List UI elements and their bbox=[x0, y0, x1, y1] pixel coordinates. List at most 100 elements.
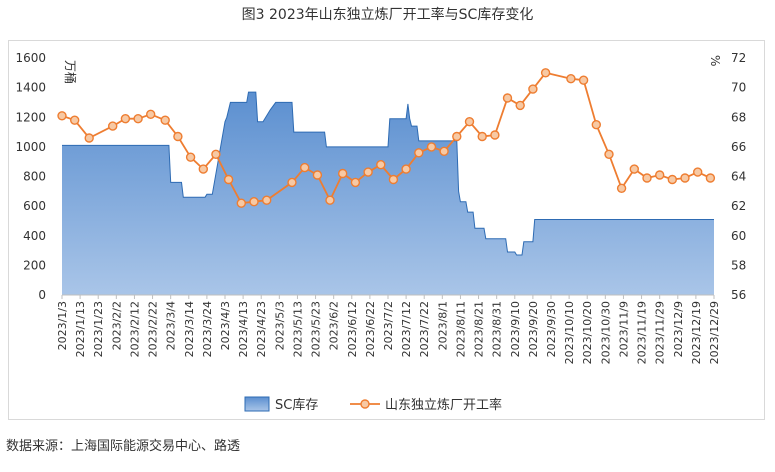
line-point bbox=[300, 162, 310, 173]
x-tick-label: 2023/8/21 bbox=[473, 301, 486, 357]
right-tick-label: 68 bbox=[731, 110, 746, 124]
line-point bbox=[578, 75, 589, 85]
line-point bbox=[680, 173, 690, 183]
x-tick-label: 2023/11/9 bbox=[617, 301, 630, 357]
x-tick-label: 2023/8/11 bbox=[454, 301, 467, 357]
line-point bbox=[145, 109, 156, 120]
x-tick-label: 2023/2/22 bbox=[147, 301, 160, 357]
line-point bbox=[477, 131, 487, 142]
line-point bbox=[591, 119, 601, 130]
x-tick-label: 2023/12/29 bbox=[708, 301, 721, 364]
x-tick-label: 2023/7/12 bbox=[400, 301, 413, 357]
line-point bbox=[401, 164, 411, 174]
x-tick-label: 2023/10/10 bbox=[563, 301, 576, 364]
x-tick-label: 2023/1/3 bbox=[56, 301, 69, 350]
x-tick-label: 2023/4/13 bbox=[237, 301, 250, 357]
line-point bbox=[325, 195, 335, 205]
x-tick-label: 2023/5/23 bbox=[310, 301, 323, 357]
right-tick-label: 60 bbox=[731, 229, 746, 243]
x-tick-label: 2023/11/19 bbox=[636, 301, 649, 364]
legend-swatch-marker bbox=[360, 399, 370, 409]
line-point bbox=[490, 130, 500, 140]
x-tick-label: 2023/12/9 bbox=[672, 301, 685, 357]
line-point bbox=[236, 198, 247, 208]
left-tick-label: 200 bbox=[23, 258, 46, 272]
line-point bbox=[120, 113, 131, 124]
line-point bbox=[198, 164, 209, 174]
left-tick-label: 1200 bbox=[15, 110, 46, 124]
x-tick-label: 2023/5/13 bbox=[291, 301, 304, 357]
line-point bbox=[629, 164, 639, 174]
x-tick-label: 2023/4/3 bbox=[219, 301, 232, 350]
right-tick-label: 72 bbox=[731, 51, 746, 65]
line-point bbox=[350, 177, 361, 188]
x-tick-label: 2023/5/3 bbox=[273, 301, 286, 350]
x-tick-label: 2023/10/30 bbox=[599, 301, 612, 364]
line-point bbox=[464, 116, 475, 127]
left-tick-label: 600 bbox=[23, 199, 46, 213]
line-point bbox=[616, 183, 627, 194]
left-tick-label: 1000 bbox=[15, 140, 46, 154]
line-point bbox=[173, 131, 183, 142]
line-point bbox=[667, 174, 677, 185]
left-tick-label: 800 bbox=[23, 170, 46, 184]
line-point bbox=[540, 68, 551, 78]
legend-swatch-sc-inventory bbox=[244, 396, 270, 412]
x-tick-label: 2023/10/20 bbox=[581, 301, 594, 364]
line-point bbox=[642, 173, 652, 183]
left-tick-label: 400 bbox=[23, 229, 46, 243]
x-tick-label: 2023/1/23 bbox=[92, 301, 105, 357]
line-point bbox=[363, 167, 373, 177]
x-tick-label: 2023/9/20 bbox=[527, 301, 540, 357]
line-point bbox=[604, 149, 614, 160]
left-axis-unit: 万桶 bbox=[63, 60, 78, 84]
series-area-sc-inventory bbox=[62, 92, 714, 295]
right-tick-label: 66 bbox=[731, 140, 746, 154]
line-point bbox=[515, 100, 525, 111]
x-tick-label: 2023/9/30 bbox=[545, 301, 558, 357]
x-tick-label: 2023/3/4 bbox=[165, 301, 178, 350]
x-tick-label: 2023/1/13 bbox=[74, 301, 87, 357]
x-tick-label: 2023/7/22 bbox=[418, 301, 431, 357]
line-point bbox=[211, 149, 221, 160]
line-point bbox=[439, 146, 449, 157]
line-point bbox=[566, 73, 576, 84]
chart-frame bbox=[8, 40, 765, 420]
line-point bbox=[185, 152, 196, 162]
x-tick-label: 2023/8/31 bbox=[491, 301, 504, 357]
x-tick-label: 2023/2/12 bbox=[128, 301, 141, 357]
legend-label-refinery-utilization: 山东独立炼厂开工率 bbox=[385, 397, 502, 413]
right-tick-label: 62 bbox=[731, 199, 746, 213]
left-tick-label: 1400 bbox=[15, 81, 46, 95]
line-point bbox=[388, 174, 399, 185]
line-point bbox=[312, 170, 323, 180]
x-tick-label: 2023/4/23 bbox=[255, 301, 268, 357]
line-point bbox=[705, 173, 716, 183]
line-point bbox=[376, 159, 386, 170]
line-point bbox=[249, 196, 259, 207]
line-point bbox=[414, 148, 424, 158]
x-tick-label: 2023/8/1 bbox=[436, 301, 449, 350]
line-point bbox=[452, 131, 462, 142]
line-point bbox=[133, 113, 143, 124]
line-point bbox=[107, 121, 118, 131]
x-tick-label: 2023/2/2 bbox=[110, 301, 123, 350]
x-tick-label: 2023/6/2 bbox=[328, 301, 341, 350]
figure-title: 图3 2023年山东独立炼厂开工率与SC库存变化 bbox=[241, 7, 534, 23]
right-tick-label: 58 bbox=[731, 258, 746, 272]
left-tick-label: 1600 bbox=[15, 51, 46, 65]
right-tick-label: 64 bbox=[731, 170, 746, 184]
series-area-sc-inventory-outline bbox=[62, 91, 714, 256]
source-note: 数据来源：上海国际能源交易中心、路透 bbox=[6, 439, 241, 454]
line-point bbox=[57, 111, 67, 121]
left-tick-label: 0 bbox=[38, 288, 46, 302]
line-point bbox=[528, 84, 538, 94]
right-tick-label: 70 bbox=[731, 81, 746, 95]
line-point bbox=[69, 115, 80, 125]
line-point bbox=[262, 195, 272, 205]
line-point bbox=[338, 168, 348, 179]
line-point bbox=[693, 167, 703, 177]
line-point bbox=[223, 174, 234, 185]
x-tick-label: 2023/3/24 bbox=[201, 301, 214, 357]
